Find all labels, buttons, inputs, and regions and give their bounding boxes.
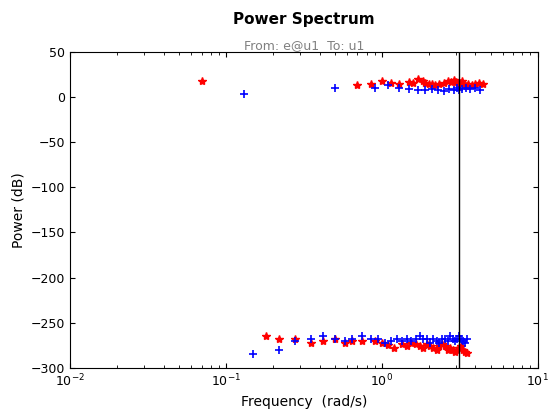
Title: From: e@u1  To: u1: From: e@u1 To: u1: [244, 39, 364, 52]
untitled1: [480, 81, 487, 86]
untitled2: [396, 86, 403, 91]
untitled1: [457, 80, 464, 85]
untitled2: [385, 83, 391, 88]
Line: untitled2: untitled2: [239, 81, 484, 359]
Line: untitled1: untitled1: [198, 75, 488, 357]
untitled2: [250, 352, 256, 357]
untitled2: [371, 86, 378, 91]
untitled1: [433, 347, 440, 352]
untitled1: [414, 76, 421, 81]
untitled1: [456, 346, 463, 351]
untitled2: [240, 92, 247, 97]
untitled2: [463, 86, 470, 91]
untitled1: [198, 79, 205, 84]
untitled2: [423, 336, 430, 341]
Text: Power Spectrum: Power Spectrum: [233, 12, 375, 27]
untitled1: [396, 82, 403, 87]
Y-axis label: Power (dB): Power (dB): [11, 172, 25, 248]
untitled2: [427, 340, 433, 345]
untitled1: [448, 79, 455, 84]
untitled1: [464, 351, 471, 356]
untitled2: [342, 338, 348, 343]
untitled2: [464, 336, 471, 341]
X-axis label: Frequency  (rad/s): Frequency (rad/s): [240, 395, 367, 409]
